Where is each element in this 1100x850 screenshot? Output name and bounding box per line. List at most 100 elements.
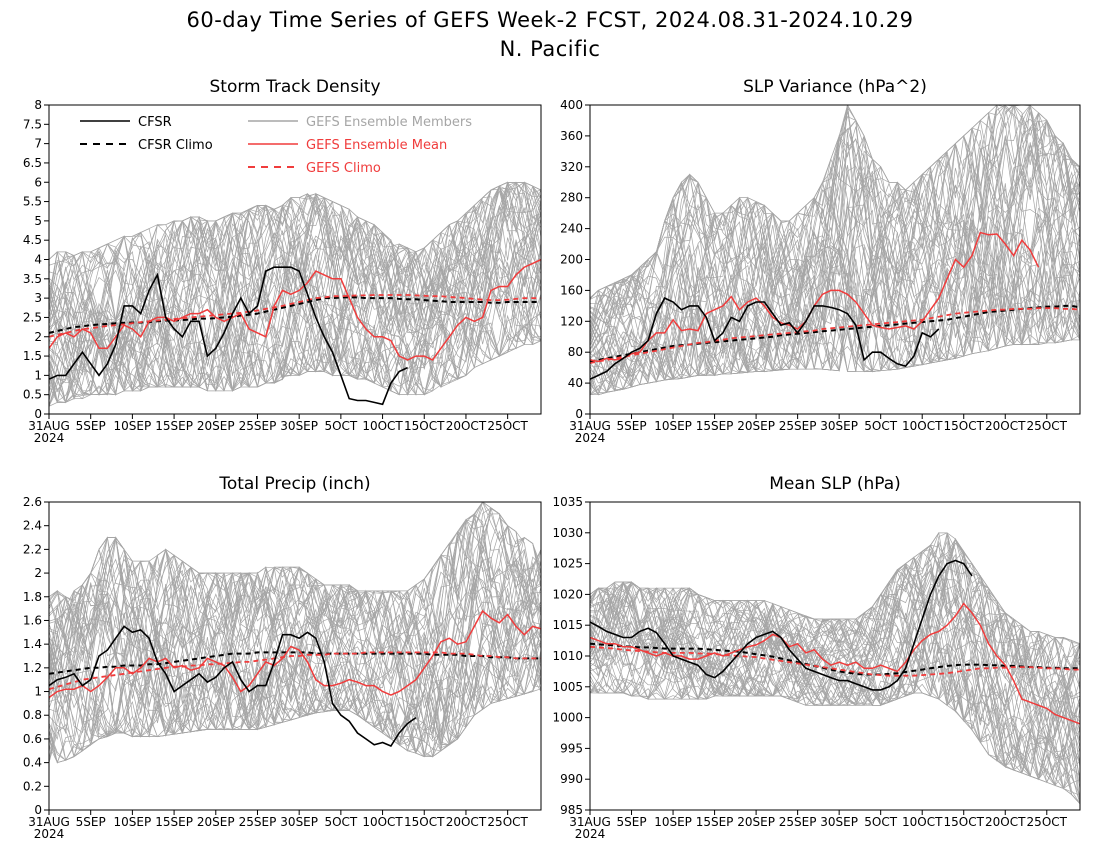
- plot-area: [590, 105, 1080, 396]
- x-tick-label: 25SEP: [239, 419, 277, 433]
- cfsr-climo-line: [590, 304, 1080, 363]
- ensemble-member-line: [590, 588, 1080, 805]
- panels: Storm Track Density 0 0.5 1 1.5 2 2.5 3 3.5 4 4.5 5…: [23, 77, 1081, 841]
- panel-1: Storm Track Density 0 0.5 1 1.5 2 2.5 3 3.5 4 4.5 5…: [23, 77, 542, 445]
- y-tick-label: 200: [560, 253, 583, 267]
- x-tick-label: 15OCT: [944, 815, 985, 829]
- plot-area: [590, 531, 1080, 805]
- x-tick-label: 20OCT: [446, 815, 487, 829]
- x-year-label: 2024: [34, 827, 65, 841]
- x-tick-label: 5OCT: [864, 419, 897, 433]
- gefs-ensemble-mean-line: [590, 602, 1080, 725]
- ensemble-members: [49, 181, 541, 407]
- ensemble-member-line: [49, 189, 541, 366]
- ensemble-member-line: [49, 536, 541, 740]
- x-tick-label: 25OCT: [1027, 419, 1068, 433]
- legend-mean-label: GEFS Ensemble Mean: [306, 138, 447, 153]
- ensemble-member-line: [49, 181, 541, 392]
- y-tick-label: 1035: [552, 495, 583, 509]
- x-tick-label: 10SEP: [654, 419, 692, 433]
- x-tick-label: 10OCT: [362, 419, 403, 433]
- x-tick-label: 5OCT: [324, 815, 357, 829]
- ensemble-member-line: [590, 583, 1080, 787]
- ensemble-member-line: [590, 606, 1080, 780]
- y-tick-label: 8: [34, 98, 42, 112]
- x-tick-label: 5SEP: [616, 419, 646, 433]
- panel-3: Total Precip (inch) 0 0.2 0.4 0.6 0.8 1 1.2 1.4 1…: [23, 474, 542, 841]
- panel-title: Mean SLP (hPa): [769, 474, 901, 494]
- x-tick-label: 20SEP: [737, 419, 775, 433]
- x-tick-label: 30SEP: [820, 419, 858, 433]
- y-tick-label: 400: [560, 98, 583, 112]
- x-tick-label: 10OCT: [902, 815, 943, 829]
- ensemble-member-line: [49, 566, 541, 758]
- ensemble-member-line: [590, 105, 1080, 378]
- ensemble-member-line: [590, 588, 1080, 777]
- y-tick-label: 6.5: [23, 156, 42, 170]
- y-tick-label: 2.6: [23, 495, 42, 509]
- y-tick-label: 1: [34, 685, 42, 699]
- ensemble-member-line: [590, 135, 1080, 390]
- ensemble-member-line: [590, 540, 1080, 762]
- x-tick-label: 20OCT: [985, 419, 1026, 433]
- y-tick-label: 1020: [552, 587, 583, 601]
- y-tick-label: 0.2: [23, 779, 42, 793]
- ensemble-member-line: [49, 502, 541, 731]
- x-tick-label: 20OCT: [446, 419, 487, 433]
- ensemble-member-line: [590, 143, 1080, 396]
- gefs-ensemble-mean-line: [49, 258, 541, 361]
- ensemble-member-line: [590, 600, 1080, 772]
- cfsr-climo-line: [590, 642, 1080, 676]
- figure-title: 60-day Time Series of GEFS Week-2 FCST, …: [186, 8, 913, 32]
- ensemble-member-line: [590, 581, 1080, 805]
- ensemble-member-line: [49, 213, 541, 392]
- x-tick-label: 15SEP: [155, 815, 193, 829]
- ensemble-member-line: [49, 216, 541, 389]
- cfsr-line: [590, 297, 940, 380]
- x-tick-label: 30SEP: [280, 815, 318, 829]
- legend-gefs-climo-label: GEFS Climo: [306, 161, 381, 176]
- panel-2: SLP Variance (hPa^2) 0 40 80 120 160 200 240 280…: [560, 77, 1081, 445]
- x-tick-label: 10OCT: [902, 419, 943, 433]
- cfsr-line: [49, 625, 417, 747]
- y-tick-label: 2.4: [23, 519, 42, 533]
- ensemble-member-line: [49, 580, 541, 738]
- ensemble-member-line: [49, 530, 541, 747]
- ensemble-member-line: [590, 577, 1080, 801]
- y-tick-label: 5.5: [23, 195, 42, 209]
- x-tick-label: 31AUG: [28, 815, 70, 829]
- y-tick-label: 2: [34, 566, 42, 580]
- ensemble-member-line: [49, 519, 541, 740]
- gefs-ensemble-mean-line: [49, 609, 541, 699]
- ensemble-member-line: [49, 193, 541, 366]
- y-tick-label: 0.5: [23, 388, 42, 402]
- x-tick-label: 15SEP: [696, 815, 734, 829]
- x-tick-label: 5SEP: [616, 815, 646, 829]
- ensemble-member-line: [590, 158, 1080, 381]
- y-tick-label: 1.8: [23, 590, 42, 604]
- x-tick-label: 20SEP: [197, 815, 235, 829]
- x-tick-label: 20OCT: [985, 815, 1026, 829]
- y-tick-label: 1000: [552, 711, 583, 725]
- x-tick-label: 15SEP: [696, 419, 734, 433]
- y-tick-label: 1015: [552, 618, 583, 632]
- y-tick-label: 1025: [552, 557, 583, 571]
- ensemble-member-line: [49, 536, 541, 760]
- ensemble-member-line: [590, 105, 1080, 311]
- x-tick-label: 30SEP: [820, 815, 858, 829]
- ensemble-member-line: [590, 105, 1080, 396]
- figure-subtitle: N. Pacific: [500, 37, 601, 61]
- ensemble-member-line: [590, 119, 1080, 372]
- panel-title: SLP Variance (hPa^2): [743, 77, 927, 97]
- ensemble-member-line: [590, 572, 1080, 761]
- ensemble-member-line: [590, 179, 1080, 372]
- ensemble-member-line: [590, 562, 1080, 789]
- y-tick-label: 3: [34, 291, 42, 305]
- y-tick-label: 0: [575, 407, 583, 421]
- y-tick-label: 1.5: [23, 349, 42, 363]
- y-tick-label: 990: [560, 772, 583, 786]
- y-tick-label: 2.5: [23, 310, 42, 324]
- y-tick-label: 160: [560, 283, 583, 297]
- ensemble-member-line: [49, 583, 541, 755]
- x-tick-label: 5SEP: [76, 815, 106, 829]
